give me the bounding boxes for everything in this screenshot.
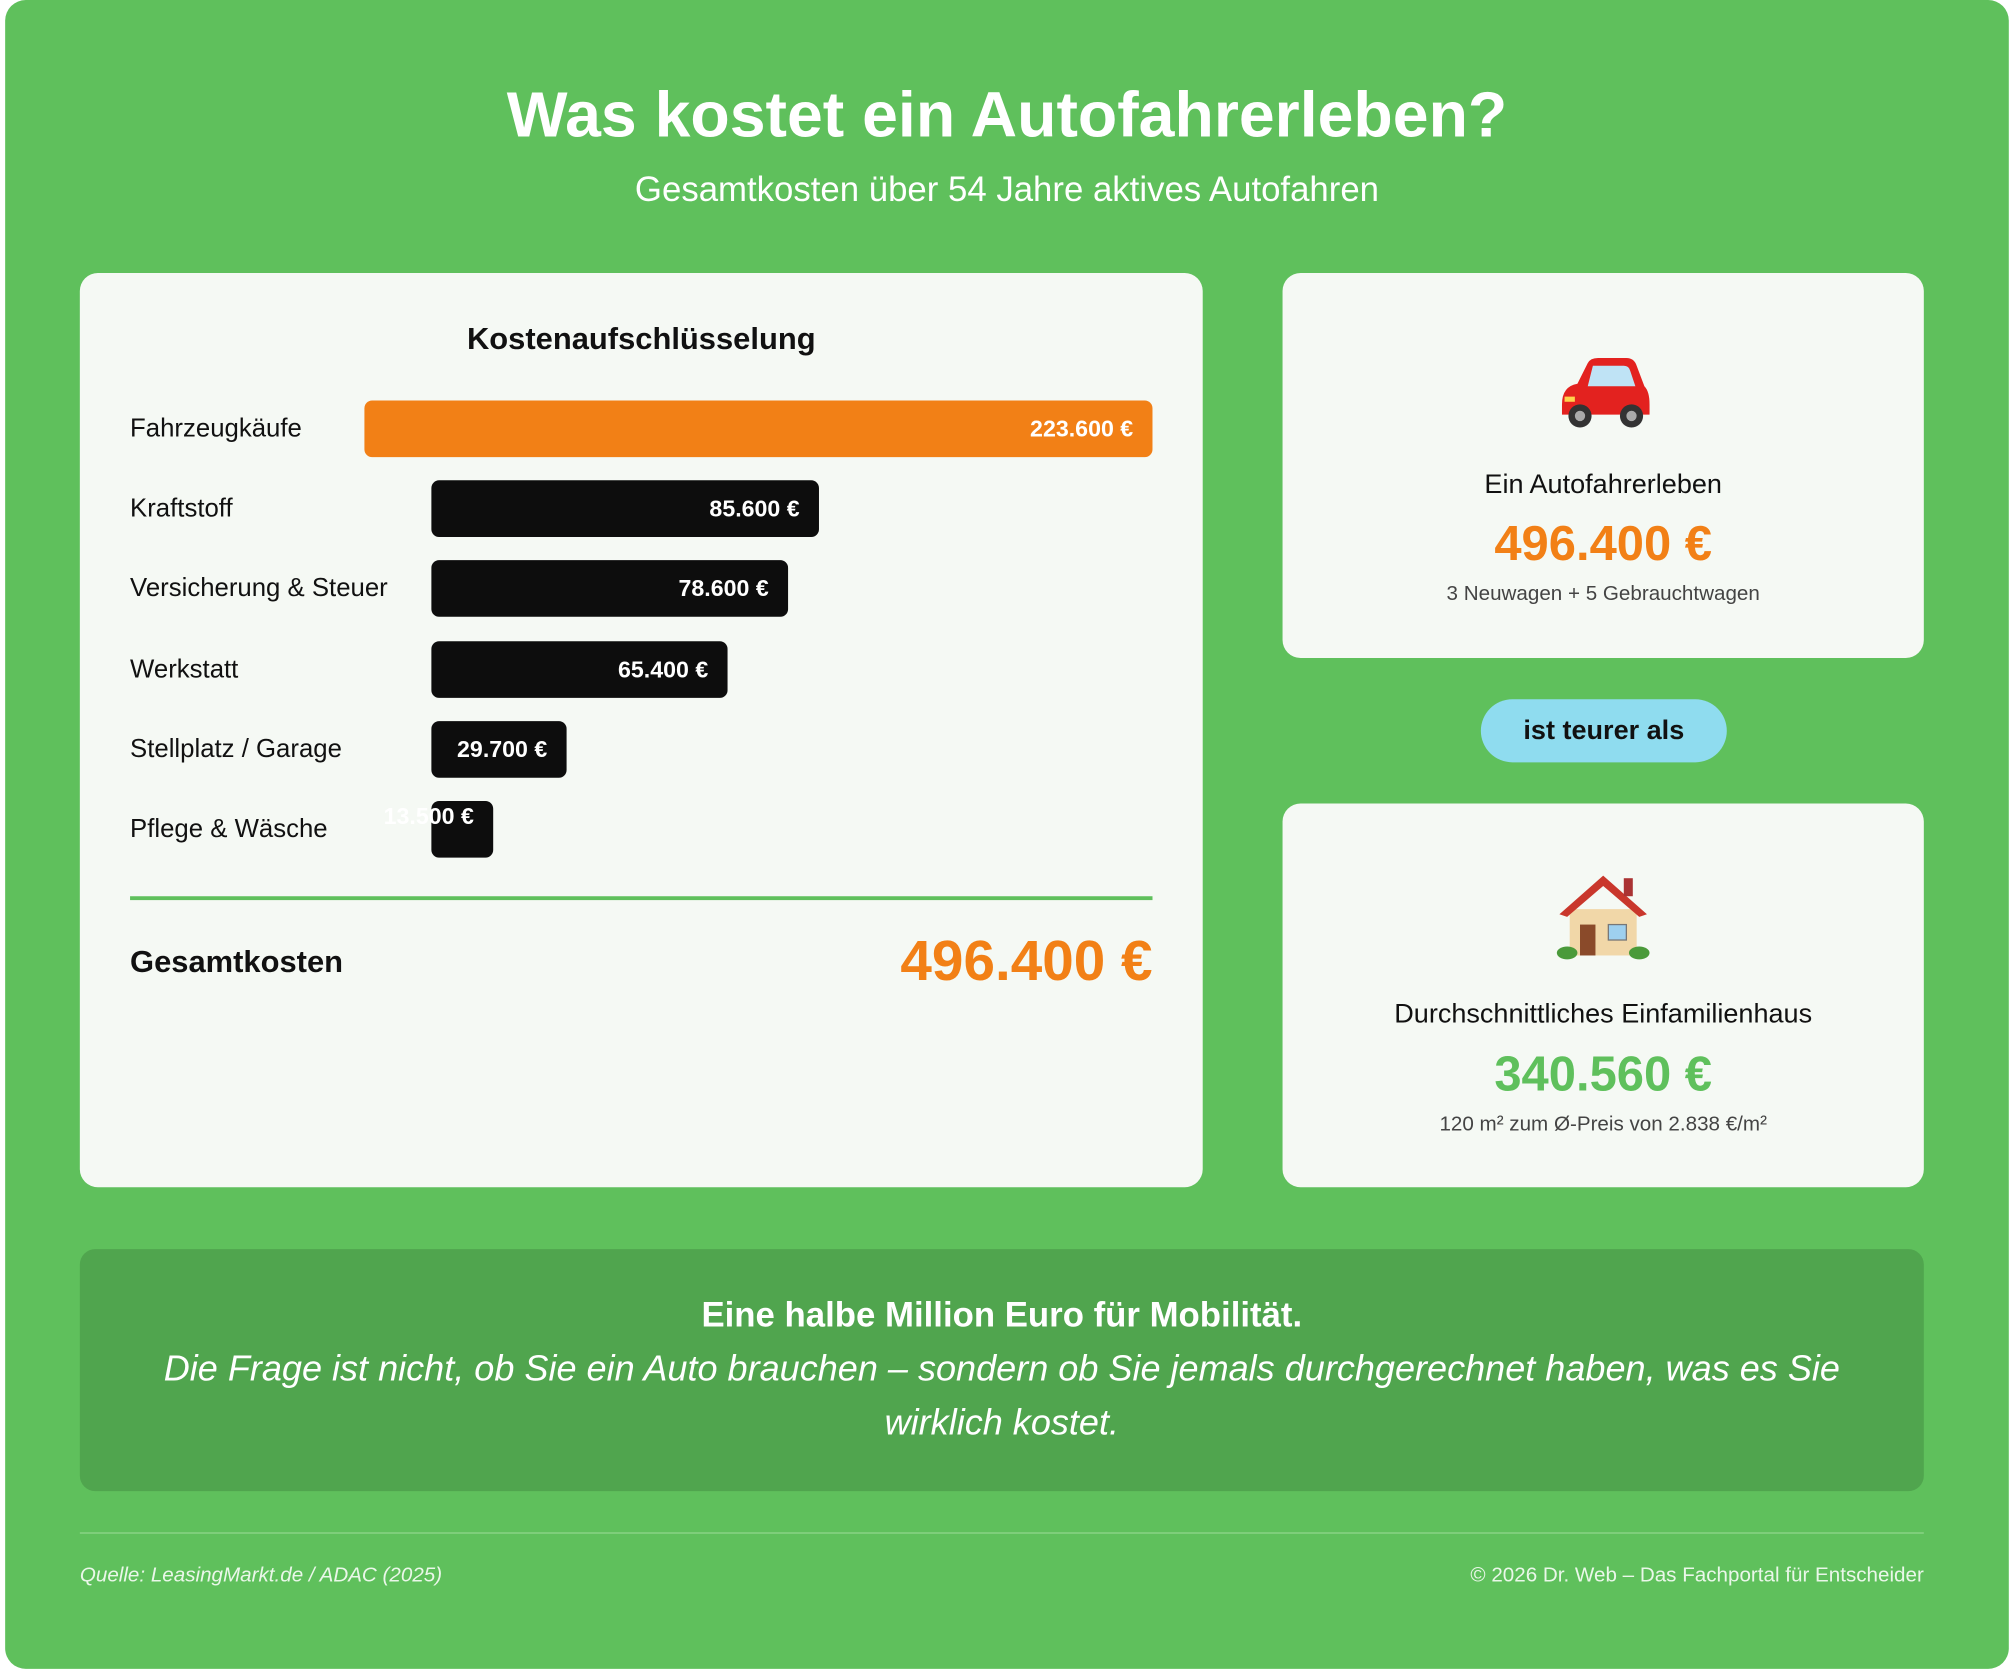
cost-row-label: Stellplatz / Garage (130, 734, 342, 763)
cost-bar: 78.600 € (431, 560, 789, 617)
total-label: Gesamtkosten (130, 945, 344, 980)
cost-bar: 65.400 € (431, 641, 728, 698)
car-card-note: 3 Neuwagen + 5 Gebrauchtwagen (1446, 583, 1760, 606)
cost-bar: 29.700 € (431, 721, 567, 778)
house-card: Durchschnittliches Einfamilienhaus 340.5… (1282, 803, 1924, 1188)
divider (130, 896, 1153, 901)
house-card-label: Durchschnittliches Einfamilienhaus (1394, 999, 1813, 1029)
page-subtitle: Gesamtkosten über 54 Jahre aktives Autof… (634, 169, 1380, 209)
cost-row-label: Pflege & Wäsche (130, 814, 328, 843)
banner-headline: Eine halbe Million Euro für Mobilität. (701, 1295, 1303, 1335)
house-card-value: 340.560 € (1494, 1048, 1713, 1103)
cost-row: Pflege & Wäsche (130, 801, 328, 858)
page-title: Was kostet ein Autofahrerleben? (506, 78, 1508, 151)
copyright: © 2026 Dr. Web – Das Fachportal für Ents… (1470, 1564, 1924, 1587)
cost-row-label: Werkstatt (130, 654, 239, 684)
cost-breakdown-card: Kostenaufschlüsselung Fahrzeugkäufe 223.6… (79, 272, 1203, 1188)
car-card-label: Ein Autofahrerleben (1484, 470, 1722, 500)
car-card-value: 496.400 € (1494, 517, 1713, 572)
cost-row: Stellplatz / Garage (130, 721, 342, 778)
cost-row: Versicherung & Steuer (130, 560, 388, 617)
cost-row: Werkstatt (130, 641, 238, 698)
cost-row: Kraftstoff (130, 480, 233, 537)
conclusion-banner: Eine halbe Million Euro für Mobilität. D… (79, 1249, 1924, 1492)
total-value: 496.400 € (900, 929, 1153, 993)
footer-divider (79, 1532, 1924, 1534)
car-card: Ein Autofahrerleben 496.400 € 3 Neuwagen… (1282, 272, 1924, 659)
cost-row-label: Fahrzeugkäufe (130, 413, 302, 443)
breakdown-title: Kostenaufschlüsselung (466, 321, 816, 357)
house-icon (1556, 875, 1650, 960)
cost-row-label: Versicherung & Steuer (130, 573, 388, 602)
cost-bar: 13.500 € (384, 800, 494, 858)
house-card-note: 120 m² zum Ø-Preis von 2.838 €/m² (1439, 1113, 1767, 1136)
cost-row: Fahrzeugkäufe (130, 400, 302, 457)
cost-row-label: Kraftstoff (130, 493, 233, 523)
car-icon (1561, 357, 1650, 428)
comparison-badge: ist teurer als (1480, 699, 1727, 763)
cost-bar: 223.600 € (364, 400, 1153, 458)
cost-bar: 85.600 € (431, 480, 819, 537)
source-note: Quelle: LeasingMarkt.de / ADAC (2025) (79, 1564, 443, 1587)
banner-quote: Die Frage ist nicht, ob Sie ein Auto bra… (163, 1348, 1840, 1443)
